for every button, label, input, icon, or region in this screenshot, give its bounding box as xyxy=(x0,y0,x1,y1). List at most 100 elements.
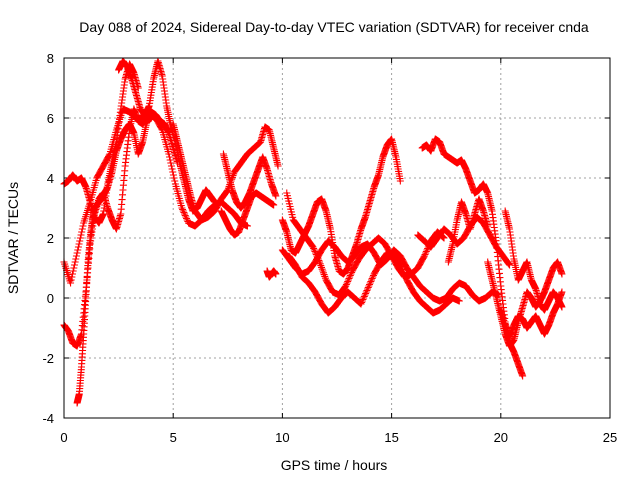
chart-title: Day 088 of 2024, Sidereal Day-to-day VTE… xyxy=(79,19,589,35)
data-point xyxy=(69,267,77,275)
data-point xyxy=(364,285,372,293)
data-point xyxy=(181,210,189,218)
data-point xyxy=(366,281,374,288)
data-point xyxy=(78,225,86,233)
data-point xyxy=(74,246,82,254)
y-tick-label: 8 xyxy=(47,51,54,66)
data-point xyxy=(364,284,372,291)
data-point xyxy=(72,255,80,263)
data-point xyxy=(367,278,375,285)
data-point xyxy=(423,246,431,254)
data-point xyxy=(484,222,492,230)
data-point xyxy=(68,273,76,281)
x-tick-label: 25 xyxy=(603,430,617,445)
data-point xyxy=(168,165,176,173)
data-point xyxy=(183,215,191,222)
data-point xyxy=(421,251,429,258)
y-tick-label: 2 xyxy=(47,231,54,246)
series-sat-track-5 xyxy=(115,57,219,215)
data-point xyxy=(401,272,409,279)
data-point xyxy=(309,243,317,251)
series-sat-track-13 xyxy=(278,237,503,305)
data-point xyxy=(78,228,86,236)
data-point xyxy=(77,231,85,239)
x-tick-label: 0 xyxy=(60,430,67,445)
data-point xyxy=(71,258,79,266)
data-point xyxy=(422,249,430,257)
data-point xyxy=(422,248,430,255)
data-point xyxy=(165,150,173,158)
y-tick-label: -4 xyxy=(42,411,54,426)
data-point xyxy=(358,299,366,306)
data-point xyxy=(360,293,368,300)
data-point xyxy=(73,249,81,257)
data-point xyxy=(345,275,353,282)
data-point xyxy=(310,246,318,254)
data-point xyxy=(455,297,463,305)
data-point xyxy=(362,290,370,297)
data-point xyxy=(171,177,179,185)
data-point xyxy=(76,234,84,242)
data-point xyxy=(70,264,78,272)
data-point xyxy=(178,204,186,212)
data-point xyxy=(72,252,80,260)
data-point xyxy=(342,281,350,288)
data-point xyxy=(70,261,78,269)
data-point xyxy=(558,288,566,296)
data-point xyxy=(359,296,367,303)
data-point xyxy=(243,222,251,230)
data-point xyxy=(360,294,368,302)
data-point xyxy=(346,272,354,279)
data-point xyxy=(347,270,355,278)
data-point xyxy=(167,159,175,167)
data-point xyxy=(169,171,177,179)
data-point xyxy=(274,162,282,170)
data-point xyxy=(558,270,566,278)
data-point xyxy=(396,177,404,185)
axis-ticks: 0 5 10 15 20 25 -4 -2 0 2 4 6 8 xyxy=(42,51,617,445)
x-axis-label: GPS time / hours xyxy=(281,457,388,473)
data-point xyxy=(368,276,376,284)
data-point xyxy=(358,297,366,305)
data-point xyxy=(67,279,75,287)
data-point xyxy=(362,288,370,296)
data-point xyxy=(365,282,373,290)
data-point xyxy=(169,168,177,176)
series-sat-track-8 xyxy=(217,189,278,239)
data-point xyxy=(342,282,350,290)
series-sat-track-19 xyxy=(497,288,566,341)
data-point xyxy=(363,287,371,294)
data-point xyxy=(396,261,404,269)
x-tick-label: 5 xyxy=(170,430,177,445)
data-point xyxy=(272,192,280,200)
data-point xyxy=(343,279,351,287)
data-point xyxy=(420,252,428,260)
data-point xyxy=(357,300,365,308)
series-sat-track-9 xyxy=(263,267,280,281)
data-point xyxy=(166,156,174,164)
data-point xyxy=(344,276,352,284)
data-point xyxy=(344,278,352,285)
data-point xyxy=(211,198,219,206)
data-point xyxy=(69,270,77,278)
data-point xyxy=(79,222,87,230)
y-tick-label: 0 xyxy=(47,291,54,306)
data-point xyxy=(165,153,173,161)
data-point xyxy=(181,212,189,219)
data-point xyxy=(311,248,319,255)
x-tick-label: 10 xyxy=(275,430,289,445)
y-tick-label: -2 xyxy=(42,351,54,366)
data-point xyxy=(402,273,410,281)
data-point xyxy=(76,237,84,245)
data-point xyxy=(147,114,155,122)
data-point xyxy=(179,206,187,213)
data-point xyxy=(346,273,354,281)
data-point xyxy=(310,245,318,252)
x-tick-label: 20 xyxy=(494,430,508,445)
x-tick-label: 15 xyxy=(384,430,398,445)
data-point xyxy=(361,291,369,299)
data-point xyxy=(105,151,113,159)
data-point xyxy=(368,275,376,282)
data-point xyxy=(270,201,278,209)
